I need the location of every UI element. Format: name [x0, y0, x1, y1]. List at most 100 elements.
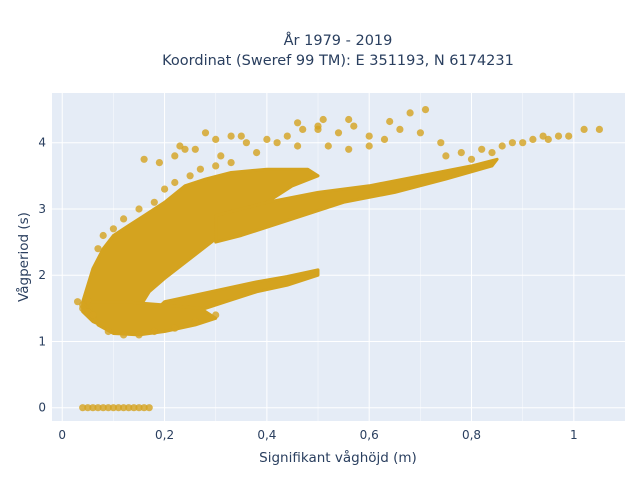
scatter-point	[227, 132, 235, 140]
scatter-point	[89, 311, 97, 319]
scatter-point	[519, 139, 527, 147]
scatter-point	[120, 404, 128, 412]
scatter-point	[396, 125, 404, 133]
scatter-point	[89, 404, 97, 412]
scatter-point-cloud	[81, 157, 499, 337]
scatter-point	[191, 318, 199, 326]
scatter-point	[539, 132, 547, 140]
scatter-point	[176, 142, 184, 150]
scatter-point	[319, 115, 327, 124]
scatter-point	[421, 106, 430, 114]
scatter-point	[125, 404, 133, 412]
scatter-point	[201, 129, 210, 137]
scatter-point	[212, 162, 220, 170]
x-tick-label: 0,6	[360, 428, 379, 442]
scatter-point	[227, 159, 235, 167]
y-tick-label: 4	[38, 136, 46, 150]
scatter-point	[478, 145, 486, 153]
scatter-point	[94, 404, 102, 412]
y-axis-ticks: 0 1 2 3 4	[38, 136, 46, 415]
y-tick-label: 0	[38, 401, 46, 415]
scatter-point	[135, 331, 143, 339]
scatter-point	[79, 404, 87, 412]
scatter-point	[324, 142, 332, 150]
scatter-point	[529, 135, 537, 143]
scatter-point	[84, 308, 92, 316]
scatter-point	[299, 125, 307, 133]
scatter-point	[186, 172, 194, 180]
scatter-point	[150, 198, 158, 206]
scatter-point	[171, 178, 179, 187]
scatter-point	[114, 404, 123, 412]
scatter-point	[345, 145, 353, 153]
scatter-point	[242, 139, 250, 147]
scatter-points	[74, 106, 604, 412]
scatter-point	[350, 122, 358, 130]
x-tick-label: 0,8	[462, 428, 481, 442]
scatter-point	[145, 404, 153, 412]
scatter-point	[171, 152, 179, 160]
scatter-point	[196, 165, 204, 173]
scatter-point	[283, 132, 291, 140]
scatter-point	[253, 149, 261, 157]
scatter-point	[130, 404, 138, 412]
y-tick-label: 2	[38, 268, 46, 282]
scatter-point	[161, 185, 169, 193]
x-tick-label: 0	[58, 428, 66, 442]
scatter-point	[263, 135, 271, 143]
scatter-point	[580, 125, 588, 133]
scatter-point	[212, 311, 220, 319]
scatter-point	[365, 142, 373, 150]
scatter-point	[554, 132, 563, 140]
x-tick-label: 1	[570, 428, 578, 442]
scatter-point	[135, 205, 143, 213]
scatter-point	[365, 132, 373, 140]
scatter-point	[217, 152, 225, 160]
scatter-point	[314, 125, 322, 133]
scatter-point	[467, 155, 476, 163]
y-axis-title: Vågperiod (s)	[15, 212, 32, 302]
scatter-point	[84, 404, 92, 412]
scatter-point	[457, 149, 465, 157]
scatter-point	[406, 109, 414, 117]
scatter-point	[508, 139, 516, 147]
scatter-point	[181, 145, 189, 153]
scatter-point	[191, 145, 199, 153]
scatter-point	[150, 327, 158, 336]
scatter-point	[488, 149, 496, 157]
scatter-point	[544, 135, 552, 143]
scatter-point	[140, 155, 148, 163]
x-axis-ticks: 0 0,2 0,4 0,6 0,8 1	[58, 428, 577, 442]
scatter-point	[120, 331, 128, 339]
scatter-point	[437, 139, 445, 147]
scatter-point	[334, 129, 343, 137]
scatter-point	[171, 324, 179, 332]
scatter-point	[99, 404, 107, 412]
scatter-point	[140, 404, 148, 412]
scatter-point	[109, 404, 117, 412]
y-tick-label: 3	[38, 202, 46, 216]
scatter-point	[155, 159, 163, 167]
scatter-point	[380, 135, 389, 143]
x-axis-title: Signifikant våghöjd (m)	[259, 449, 417, 466]
chart-title-line-1: År 1979 - 2019	[284, 32, 393, 49]
scatter-point	[99, 231, 107, 240]
scatter-point	[565, 132, 573, 140]
scatter-point	[120, 215, 128, 223]
scatter-point	[135, 404, 143, 412]
x-tick-label: 0,2	[155, 428, 174, 442]
scatter-point	[294, 142, 302, 150]
y-tick-label: 1	[38, 334, 46, 348]
scatter-point	[79, 304, 87, 312]
scatter-point	[294, 119, 302, 127]
scatter-point	[595, 125, 604, 133]
scatter-point	[104, 404, 112, 412]
scatter-point	[386, 117, 394, 126]
scatter-point	[74, 298, 82, 306]
scatter-point	[498, 142, 506, 150]
scatter-point	[416, 129, 424, 137]
scatter-point	[84, 296, 92, 304]
x-tick-label: 0,4	[257, 428, 276, 442]
scatter-point	[345, 115, 353, 124]
